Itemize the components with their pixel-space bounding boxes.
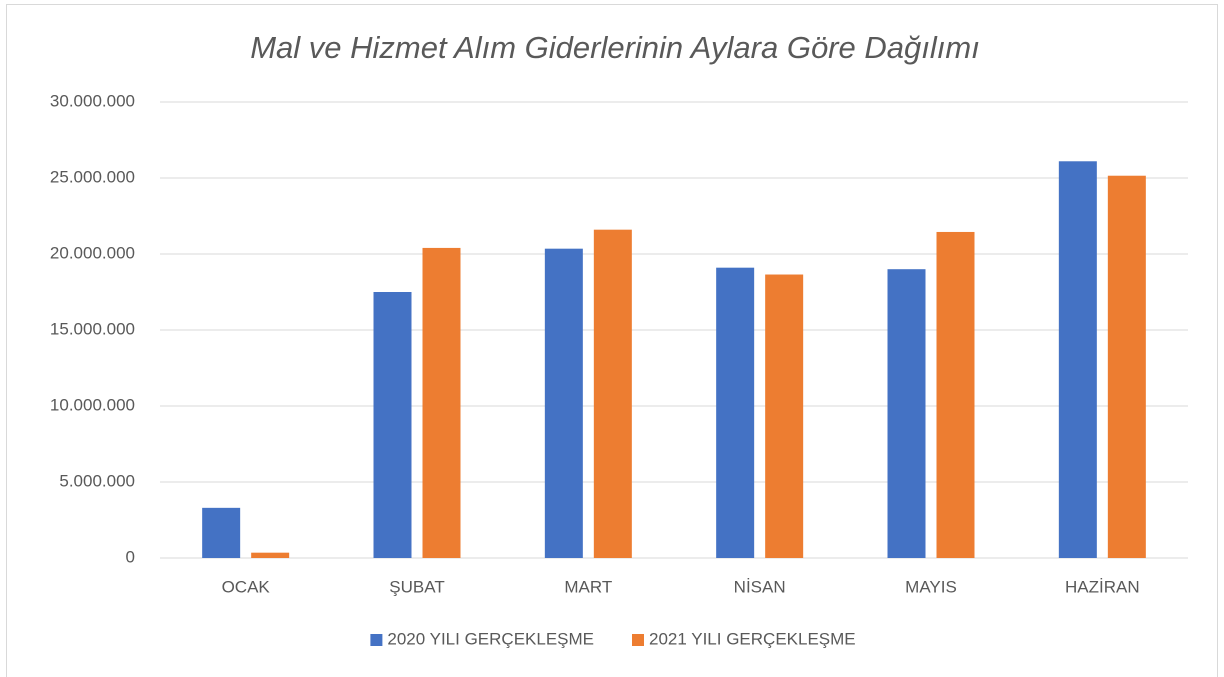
bar	[1107, 175, 1146, 558]
bar	[765, 274, 804, 558]
y-tick-label: 30.000.000	[50, 91, 135, 110]
legend-label: 2021 YILI GERÇEKLEŞME	[649, 629, 856, 648]
bar	[422, 247, 461, 559]
x-tick-label: MAYIS	[905, 577, 957, 596]
y-tick-label: 5.000.000	[59, 471, 135, 490]
x-tick-label: HAZİRAN	[1065, 577, 1140, 596]
y-tick-label: 15.000.000	[50, 319, 135, 338]
x-tick-label: NİSAN	[734, 577, 786, 596]
bar	[936, 231, 975, 558]
bar	[716, 267, 755, 558]
y-tick-label: 10.000.000	[50, 395, 135, 414]
y-tick-label: 20.000.000	[50, 243, 135, 262]
bar	[251, 552, 290, 558]
legend-label: 2020 YILI GERÇEKLEŞME	[387, 629, 594, 648]
bar	[373, 292, 412, 558]
bar	[202, 507, 241, 558]
x-tick-label: ŞUBAT	[389, 577, 444, 596]
y-tick-label: 0	[126, 547, 135, 566]
chart-title: Mal ve Hizmet Alım Giderlerinin Aylara G…	[250, 30, 980, 65]
x-tick-label: MART	[564, 577, 612, 596]
bar	[593, 229, 632, 558]
bar	[887, 269, 926, 558]
x-tick-label: OCAK	[222, 577, 271, 596]
legend-swatch	[370, 634, 383, 646]
bar	[1058, 161, 1097, 558]
bar	[544, 248, 583, 558]
legend-swatch	[632, 634, 644, 646]
y-tick-label: 25.000.000	[50, 167, 135, 186]
